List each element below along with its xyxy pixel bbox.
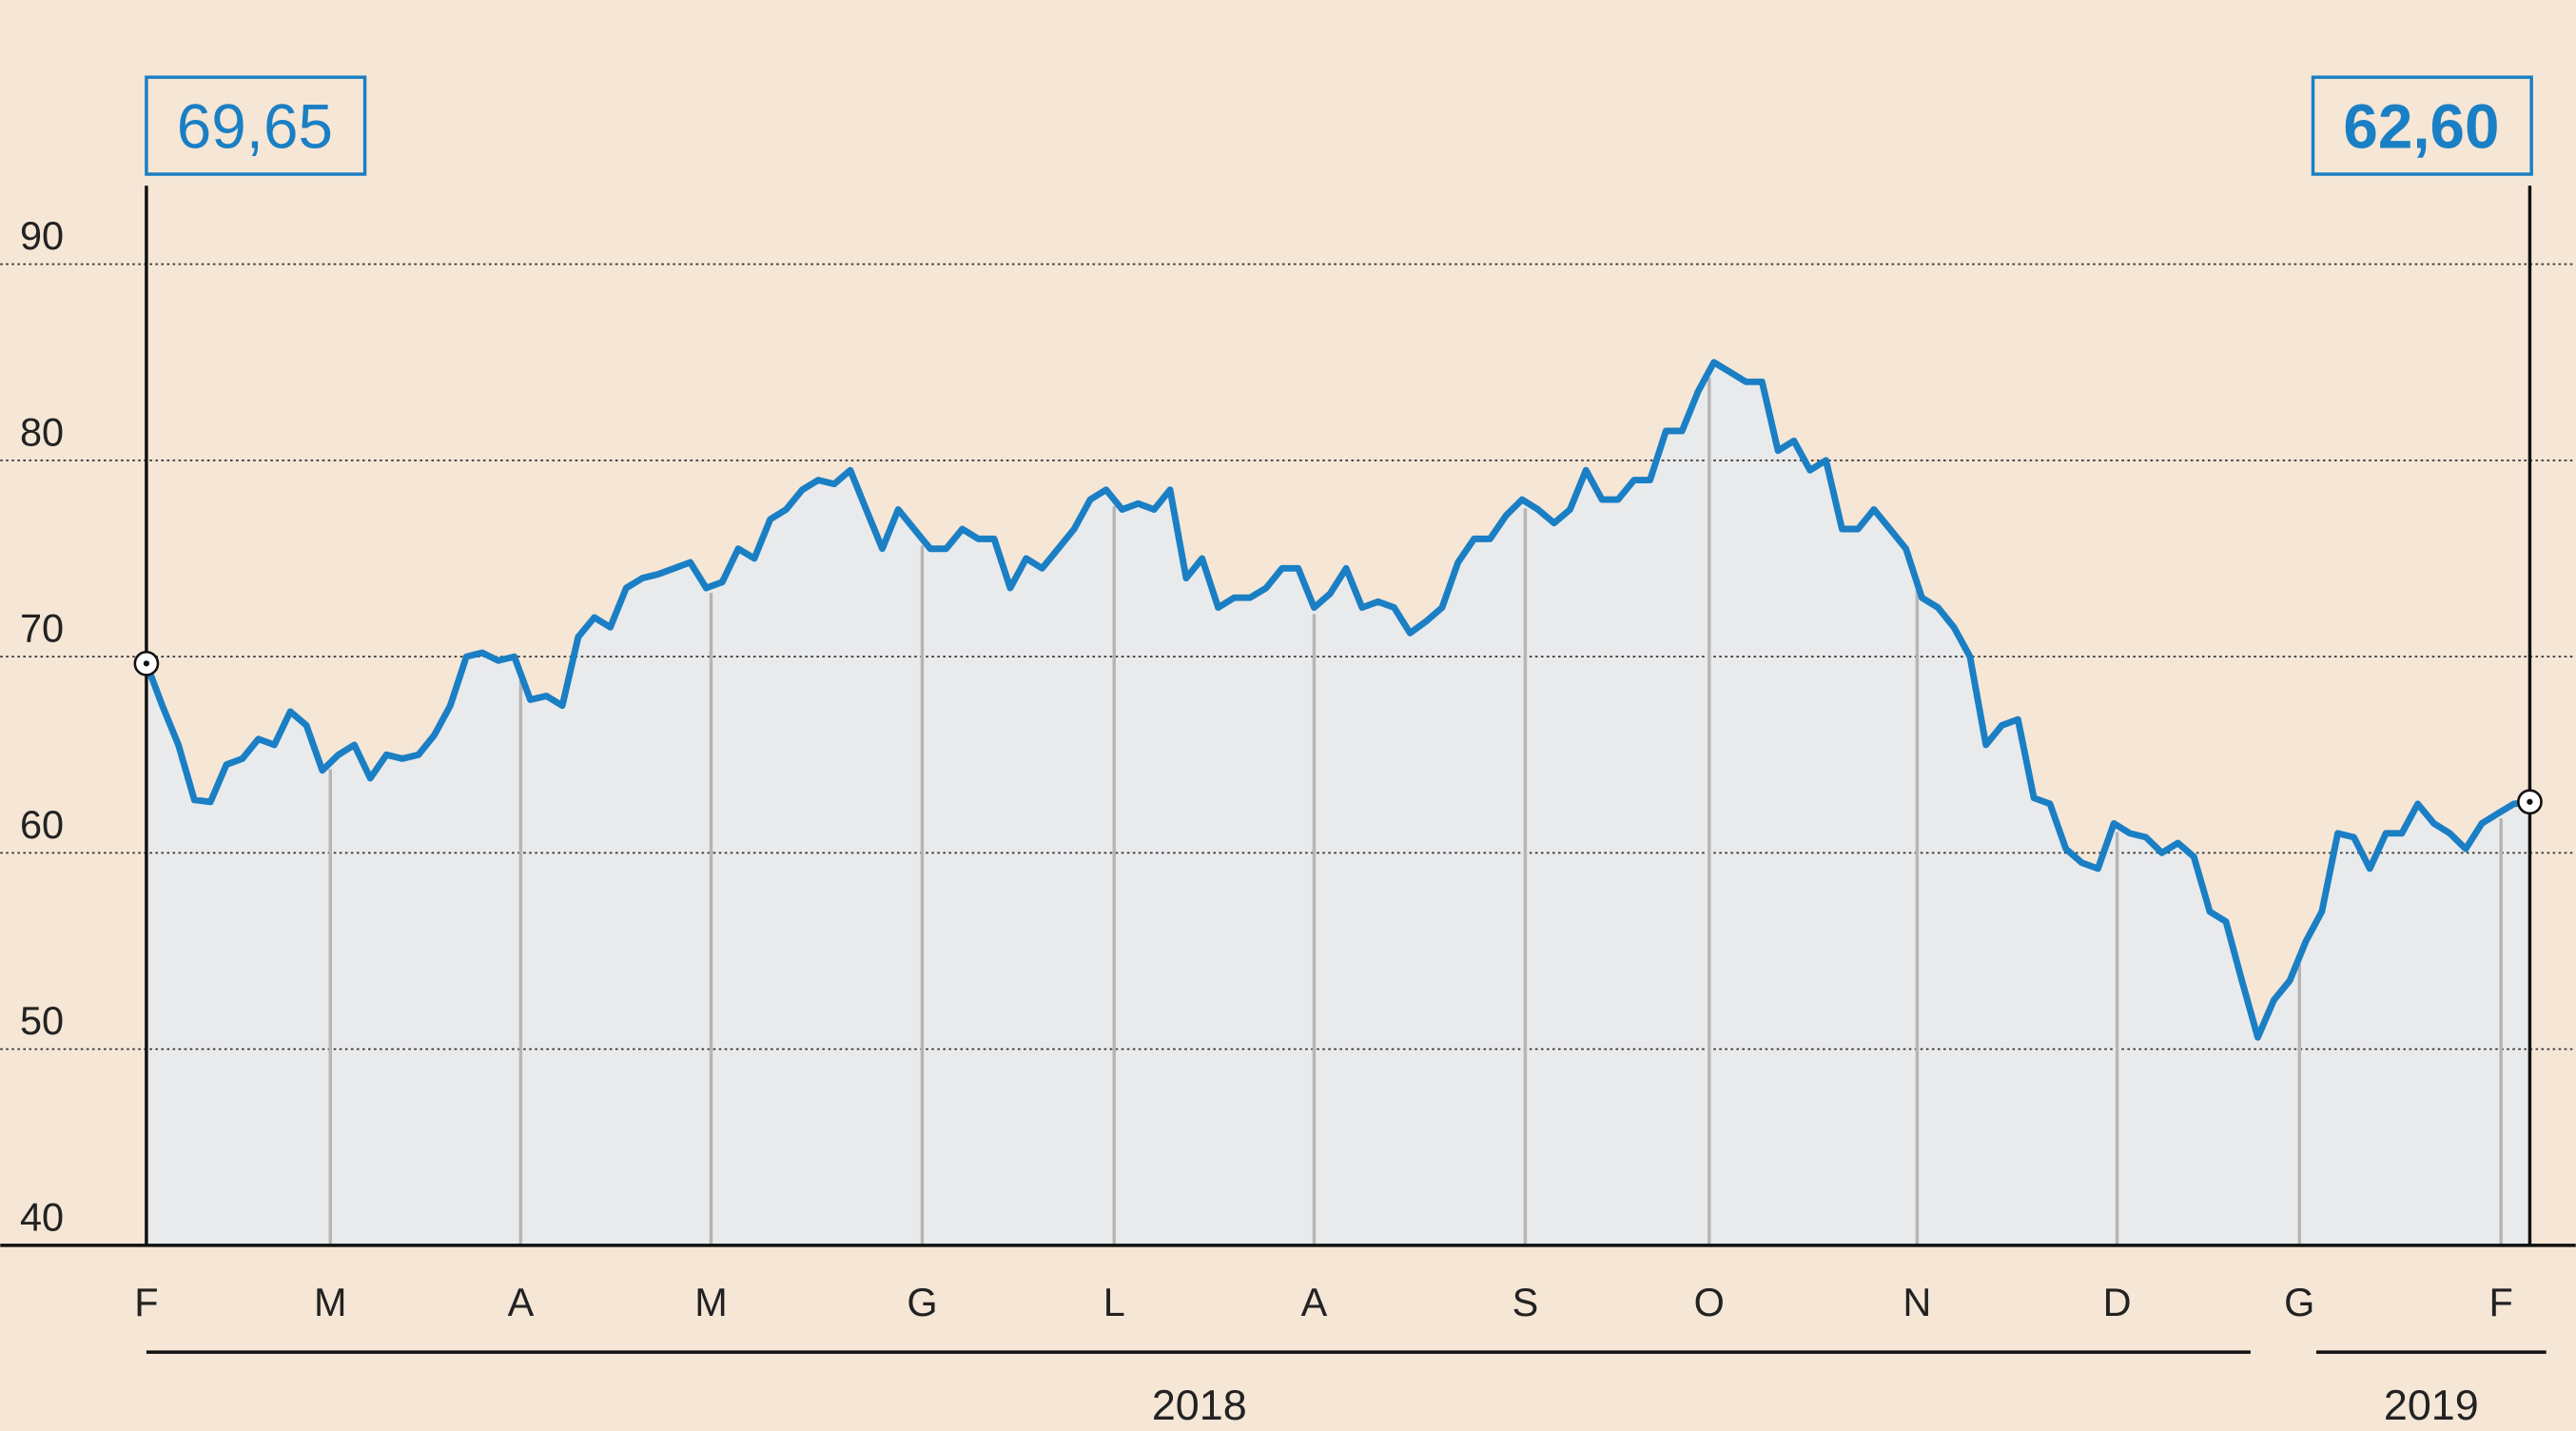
x-tick-label: G [907, 1280, 937, 1324]
x-tick-label: L [1103, 1280, 1125, 1324]
x-tick-label: F [134, 1280, 158, 1324]
end-label: 62,60 [2343, 91, 2499, 161]
area [146, 362, 2530, 1245]
y-tick-label: 60 [20, 802, 64, 847]
x-tick-label: M [694, 1280, 728, 1324]
end-marker-dot [143, 660, 150, 667]
start-label: 69,65 [177, 91, 333, 161]
x-tick-label: S [1512, 1280, 1539, 1324]
y-tick-label: 80 [20, 409, 64, 454]
x-tick-label: G [2284, 1280, 2314, 1324]
x-tick-label: A [1301, 1280, 1328, 1324]
start-box [145, 75, 367, 176]
x-tick-label: O [1694, 1280, 1725, 1324]
end-marker-dot [2527, 798, 2533, 805]
y-tick-label: 70 [20, 606, 64, 651]
year-label: 2019 [2384, 1381, 2479, 1429]
x-tick-label: M [314, 1280, 347, 1324]
y-tick-label: 40 [20, 1194, 64, 1239]
line [143, 359, 2530, 1041]
year-label: 2018 [1152, 1381, 1247, 1429]
x-tick-label: N [1903, 1280, 1931, 1324]
y-tick-label: 50 [20, 998, 64, 1043]
end-box [2311, 75, 2533, 176]
x-tick-label: F [2488, 1280, 2512, 1324]
x-tick-label: A [508, 1280, 535, 1324]
y-tick-label: 90 [20, 213, 64, 258]
x-tick-label: D [2103, 1280, 2132, 1324]
